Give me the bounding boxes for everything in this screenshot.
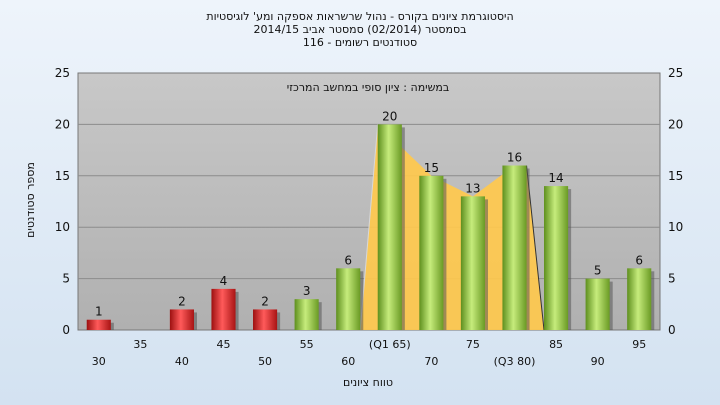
y-tick-label-left: 10 bbox=[55, 220, 70, 234]
bar bbox=[336, 268, 361, 330]
bar bbox=[419, 175, 444, 330]
bar-value-label: 5 bbox=[594, 264, 602, 278]
x-tick-label: 45 bbox=[217, 338, 231, 351]
y-tick-label-right: 20 bbox=[668, 117, 683, 131]
y-tick-label-left: 25 bbox=[55, 66, 70, 80]
y-tick-label-right: 5 bbox=[668, 272, 676, 286]
y-tick-label-right: 0 bbox=[668, 323, 676, 337]
bar bbox=[294, 299, 319, 330]
bar bbox=[627, 268, 652, 330]
bar-value-label: 20 bbox=[382, 109, 397, 123]
chart-annotation: במשימה : ציון סופי במחשב המרכזי bbox=[287, 81, 450, 94]
x-tick-label: (Q1 65) bbox=[369, 338, 411, 351]
y-tick-label-right: 15 bbox=[668, 169, 683, 183]
chart-title-line-1: היסטוגרמת ציונים בקורס - נהול שרשראות אס… bbox=[206, 10, 514, 23]
y-tick-label-left: 0 bbox=[62, 323, 70, 337]
y-tick-label-left: 20 bbox=[55, 117, 70, 131]
bar bbox=[211, 288, 236, 330]
x-tick-label: 75 bbox=[466, 338, 480, 351]
x-tick-label: 90 bbox=[591, 355, 605, 368]
bar-value-label: 3 bbox=[303, 284, 311, 298]
x-tick-label: 50 bbox=[258, 355, 272, 368]
x-tick-label: (Q3 80) bbox=[494, 355, 536, 368]
bar bbox=[169, 309, 194, 330]
bar-value-label: 6 bbox=[344, 253, 352, 267]
bar-value-label: 4 bbox=[220, 274, 228, 288]
y-tick-label-left: 5 bbox=[62, 272, 70, 286]
iqr-band bbox=[360, 124, 545, 331]
chart-title-line-3: סטודנטים רשומים - 116 bbox=[302, 36, 418, 49]
bar-value-label: 2 bbox=[261, 294, 269, 308]
x-tick-label: 95 bbox=[632, 338, 646, 351]
x-tick-label: 35 bbox=[133, 338, 147, 351]
x-tick-label: 85 bbox=[549, 338, 563, 351]
bar bbox=[86, 319, 111, 330]
bar-value-label: 14 bbox=[548, 171, 563, 185]
bar bbox=[253, 309, 278, 330]
y-tick-label-left: 15 bbox=[55, 169, 70, 183]
bar-value-label: 6 bbox=[635, 253, 643, 267]
bar bbox=[544, 186, 569, 330]
bar-value-label: 15 bbox=[424, 161, 439, 175]
y-tick-label-right: 25 bbox=[668, 66, 683, 80]
y-axis-title: מספר סטודנטים bbox=[24, 162, 37, 238]
x-tick-label: 30 bbox=[92, 355, 106, 368]
bar-value-label: 1 bbox=[95, 305, 103, 319]
bar-value-label: 16 bbox=[507, 151, 522, 165]
bar-value-label: 2 bbox=[178, 294, 186, 308]
x-tick-label: 60 bbox=[341, 355, 355, 368]
bar-value-label: 13 bbox=[465, 181, 480, 195]
x-tick-label: 70 bbox=[424, 355, 438, 368]
y-tick-label-right: 10 bbox=[668, 220, 683, 234]
x-tick-label: 40 bbox=[175, 355, 189, 368]
x-tick-label: 55 bbox=[300, 338, 314, 351]
bar bbox=[377, 124, 402, 331]
bar bbox=[502, 165, 527, 330]
bar bbox=[585, 278, 610, 330]
chart-title-line-2: בסמסטר (02/2014) סמסטר אביב 2014/15 bbox=[253, 23, 467, 36]
bar bbox=[460, 196, 485, 330]
x-axis-title: טווח ציונים bbox=[343, 376, 393, 389]
